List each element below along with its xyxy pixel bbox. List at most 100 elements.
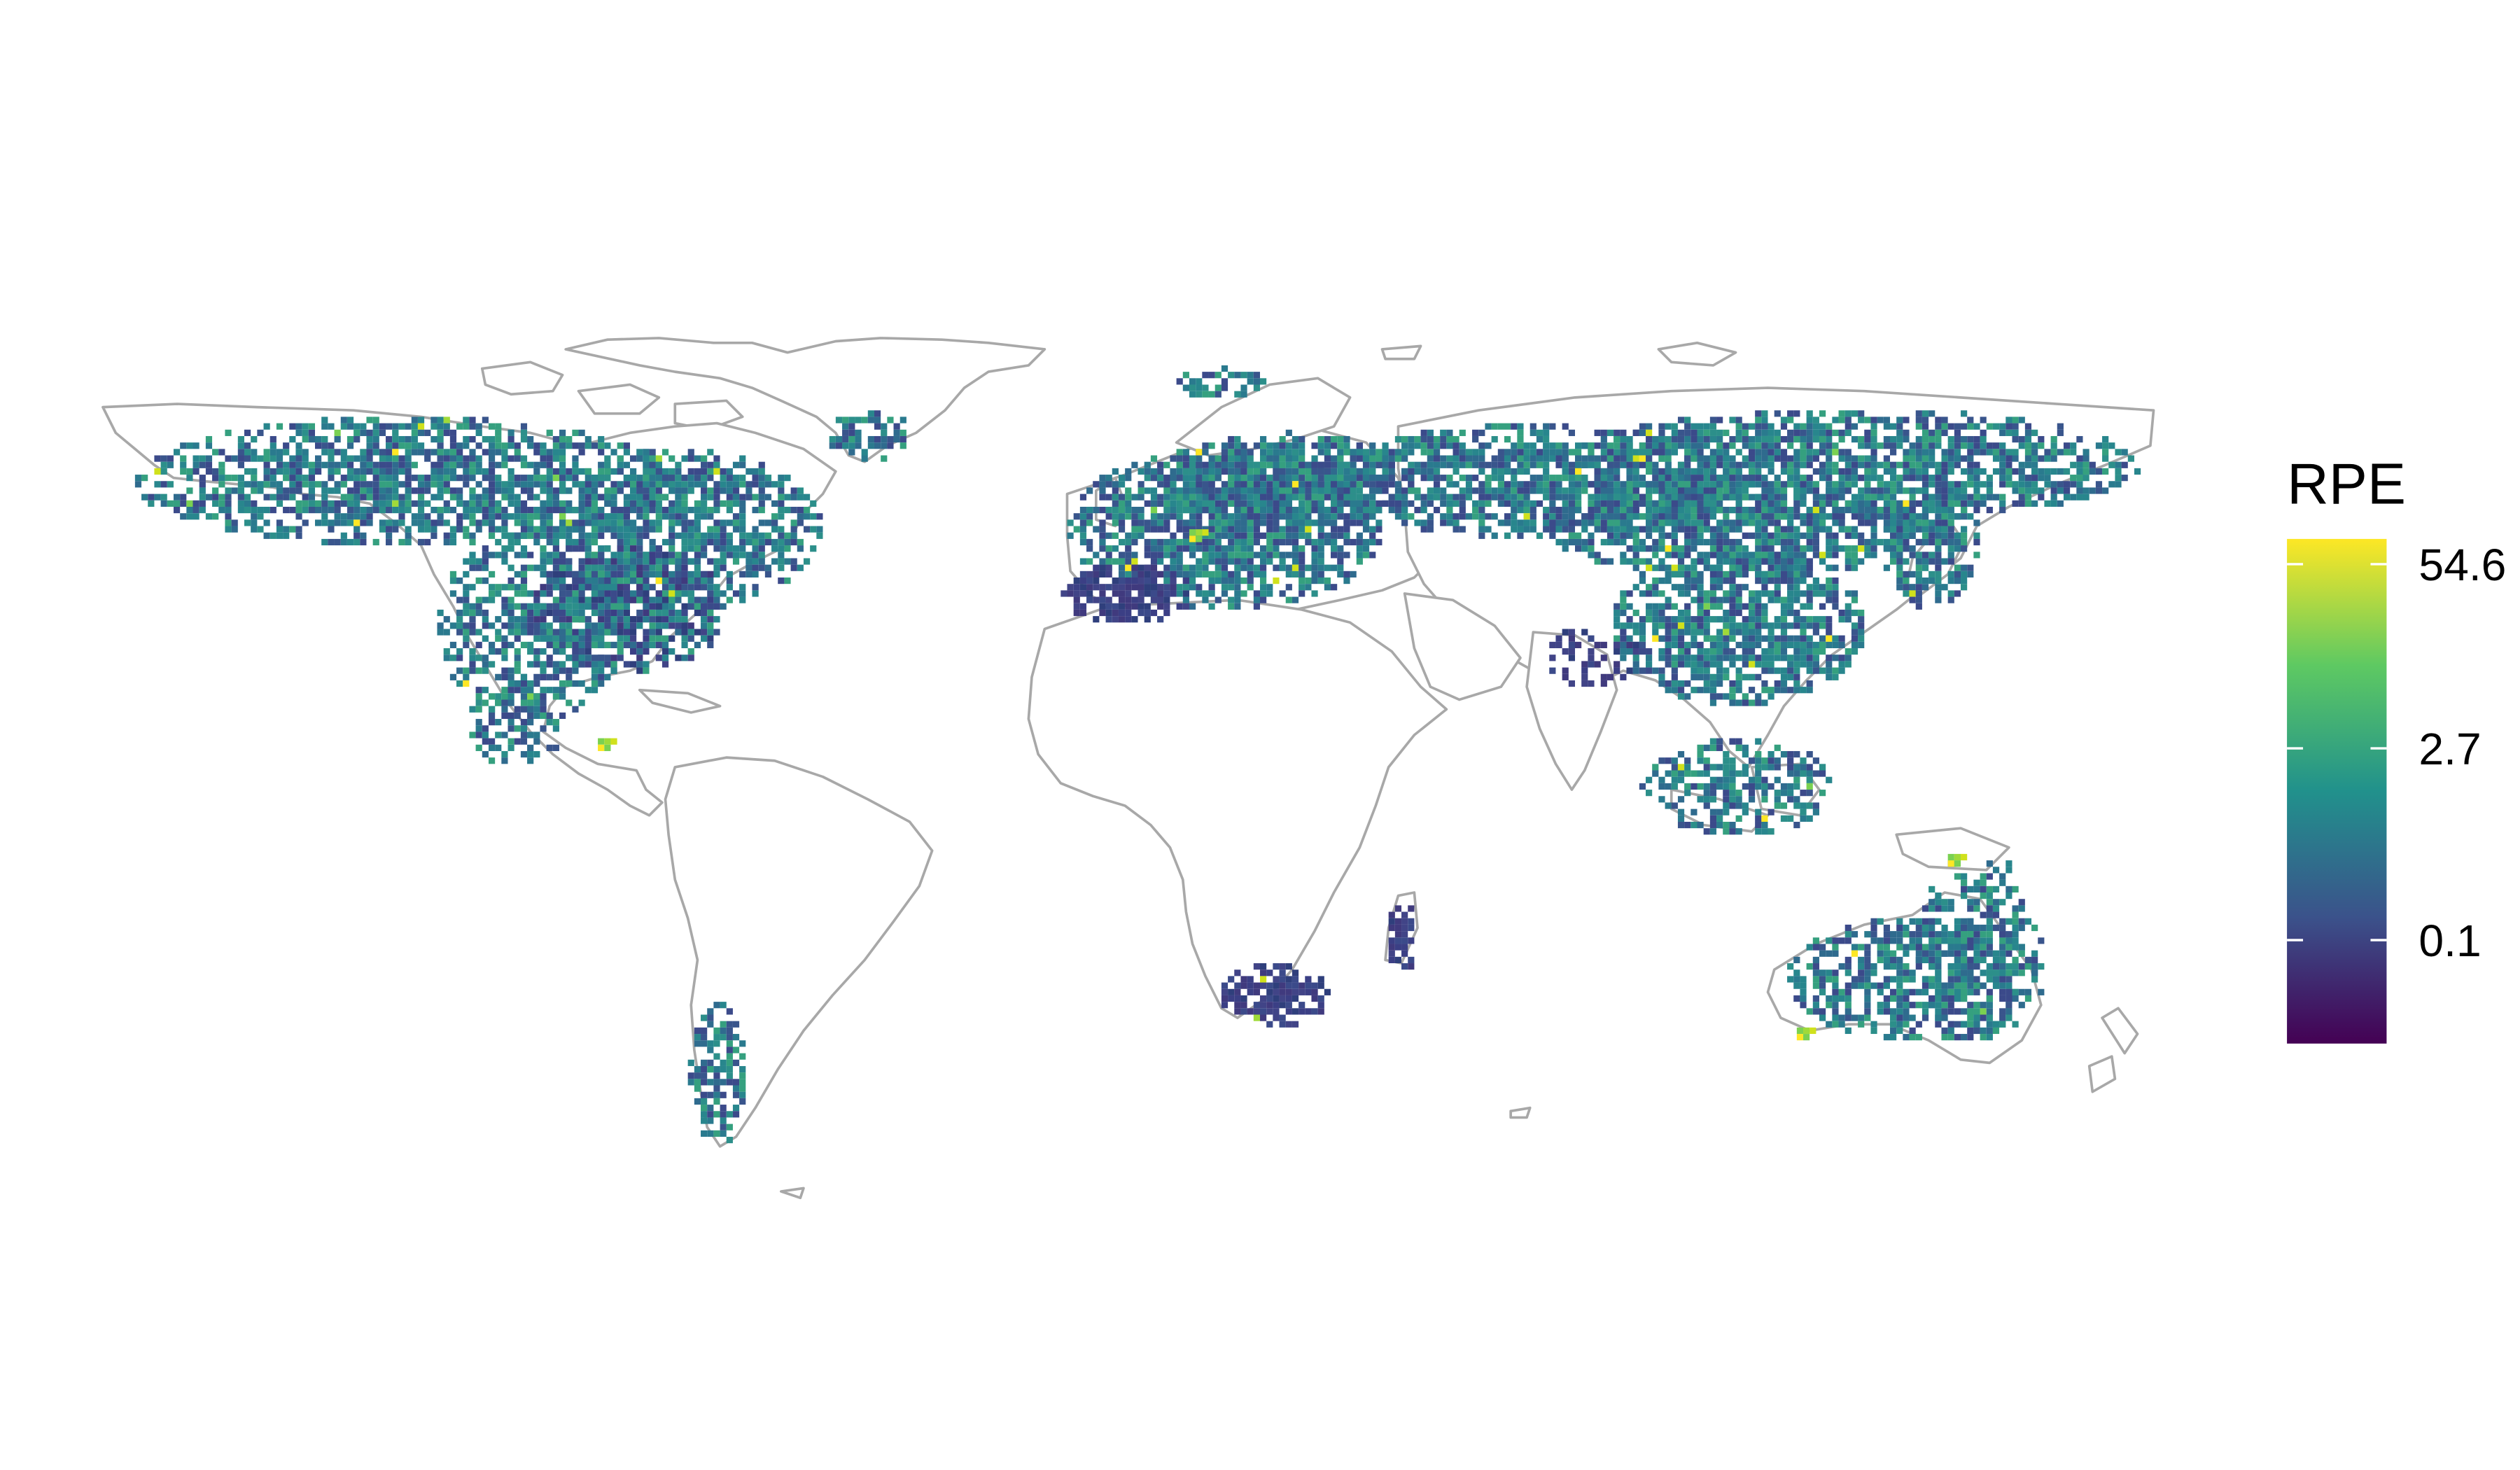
rpe-cell xyxy=(1401,519,1408,526)
rpe-cell xyxy=(463,506,470,514)
rpe-cell xyxy=(1665,423,1672,430)
rpe-cell xyxy=(643,564,650,571)
rpe-cell xyxy=(610,552,617,559)
rpe-cell xyxy=(1317,449,1324,456)
rpe-cell xyxy=(1459,526,1466,533)
rpe-cell xyxy=(1709,506,1717,514)
rpe-cell xyxy=(649,538,656,546)
rpe-cell xyxy=(1530,423,1536,430)
rpe-cell xyxy=(681,629,688,636)
rpe-cell xyxy=(379,481,386,488)
rpe-cell xyxy=(251,487,258,494)
rpe-cell xyxy=(726,506,733,514)
rpe-cell xyxy=(386,532,393,539)
rpe-cell xyxy=(276,519,284,526)
rpe-cell xyxy=(720,538,727,546)
rpe-cell xyxy=(771,526,778,533)
rpe-cell xyxy=(584,661,592,668)
rpe-cell xyxy=(1394,487,1402,494)
rpe-cell xyxy=(720,475,727,482)
rpe-cell xyxy=(1221,493,1228,500)
rpe-cell xyxy=(1523,455,1530,462)
rpe-cell xyxy=(1800,435,1807,443)
rpe-cell xyxy=(1311,519,1318,526)
rpe-cell xyxy=(1214,506,1222,514)
rpe-cell xyxy=(475,500,482,507)
rpe-cell xyxy=(507,744,514,751)
rpe-cell xyxy=(720,564,727,571)
rpe-cell xyxy=(533,526,540,533)
rpe-cell xyxy=(662,635,669,642)
rpe-cell xyxy=(501,584,508,591)
rpe-cell xyxy=(552,584,559,591)
rpe-cell xyxy=(1652,449,1659,456)
rpe-cell xyxy=(1671,442,1678,449)
rpe-cell xyxy=(1343,475,1350,482)
rpe-cell xyxy=(636,526,643,533)
rpe-cell xyxy=(379,468,386,475)
rpe-cell xyxy=(1826,449,1833,456)
rpe-cell xyxy=(623,538,630,546)
rpe-cell xyxy=(392,500,399,507)
rpe-cell xyxy=(1614,506,1620,514)
rpe-cell xyxy=(366,455,373,462)
rpe-cell xyxy=(1163,584,1170,591)
rpe-cell xyxy=(1131,584,1138,591)
rpe-cell xyxy=(366,435,373,443)
rpe-cell xyxy=(1961,423,1968,430)
rpe-cell xyxy=(1253,603,1260,610)
rpe-cell xyxy=(1228,493,1235,500)
rpe-cell xyxy=(212,468,219,475)
rpe-cell xyxy=(778,526,785,533)
rpe-cell xyxy=(797,519,804,526)
rpe-cell xyxy=(1150,558,1158,565)
rpe-cell xyxy=(1079,609,1087,617)
rpe-cell xyxy=(584,500,592,507)
rpe-cell xyxy=(366,481,373,488)
rpe-cell xyxy=(2063,442,2071,449)
rpe-cell xyxy=(1144,564,1151,571)
rpe-cell xyxy=(1806,435,1813,443)
rpe-cell xyxy=(405,493,412,500)
rpe-cell xyxy=(610,468,617,475)
rpe-cell xyxy=(1356,442,1363,449)
rpe-cell xyxy=(1851,410,1858,417)
rpe-cell xyxy=(1709,532,1717,539)
rpe-cell xyxy=(501,596,508,603)
rpe-cell xyxy=(527,603,534,610)
rpe-cell xyxy=(578,564,585,571)
rpe-cell xyxy=(899,442,906,449)
rpe-cell xyxy=(598,435,605,443)
rpe-cell xyxy=(1182,545,1189,552)
rpe-cell xyxy=(1646,506,1653,514)
rpe-cell xyxy=(2024,461,2032,468)
rpe-cell xyxy=(1748,442,1756,449)
rpe-cell xyxy=(507,603,514,610)
rpe-cell xyxy=(1452,449,1460,456)
rpe-cell xyxy=(1266,442,1273,449)
rpe-cell xyxy=(514,603,521,610)
rpe-cell xyxy=(598,641,605,649)
rpe-cell xyxy=(546,558,553,565)
rpe-cell xyxy=(527,552,534,559)
rpe-cell xyxy=(578,513,585,520)
rpe-cell xyxy=(687,455,694,462)
rpe-cell xyxy=(1967,455,1974,462)
rpe-cell xyxy=(578,596,585,603)
rpe-cell xyxy=(1221,481,1228,488)
rpe-cell xyxy=(1658,526,1665,533)
rpe-cell xyxy=(1163,487,1170,494)
rpe-cell xyxy=(764,570,772,578)
rpe-cell xyxy=(636,487,643,494)
rpe-cell xyxy=(257,526,264,533)
rpe-cell xyxy=(1079,578,1087,584)
rpe-cell xyxy=(1292,487,1299,494)
rpe-cell xyxy=(1350,493,1357,500)
rpe-cell xyxy=(1253,526,1260,533)
rpe-cell xyxy=(218,481,225,488)
rpe-cell xyxy=(1511,526,1518,533)
rpe-cell xyxy=(1646,513,1653,520)
rpe-cell xyxy=(1285,519,1292,526)
rpe-cell xyxy=(1935,475,1942,482)
rpe-cell xyxy=(1588,519,1595,526)
